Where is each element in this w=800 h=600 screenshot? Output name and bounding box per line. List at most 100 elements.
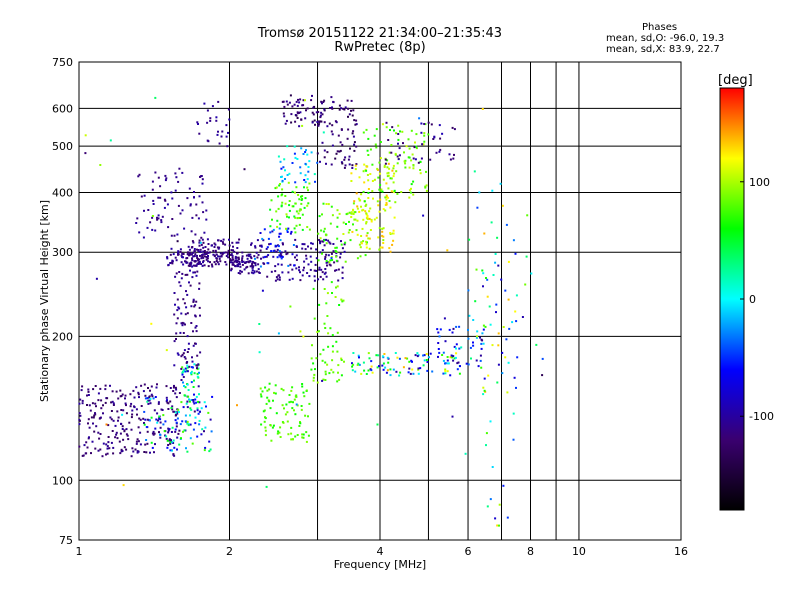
echo-point: [155, 386, 158, 389]
echo-point: [196, 435, 199, 438]
echo-point: [386, 159, 389, 162]
echo-point: [320, 229, 323, 232]
echo-point: [123, 446, 126, 449]
echo-point: [336, 237, 339, 240]
echo-point: [193, 402, 196, 405]
echo-point: [170, 407, 173, 409]
echo-point: [291, 386, 294, 389]
echo-point: [301, 228, 304, 231]
echo-point: [357, 362, 360, 365]
echo-point: [192, 400, 195, 403]
echo-point: [78, 412, 81, 415]
echo-point: [294, 216, 297, 219]
echo-point: [324, 256, 327, 258]
echo-point: [373, 134, 376, 137]
echo-point: [365, 221, 368, 223]
echo-point: [357, 197, 360, 200]
echo-point: [386, 172, 389, 175]
echo-point: [78, 445, 81, 448]
echo-point: [120, 395, 123, 397]
echo-point: [358, 363, 361, 366]
echo-point: [366, 218, 369, 221]
echo-point: [310, 242, 313, 245]
echo-point: [195, 274, 198, 277]
echo-point: [151, 216, 154, 219]
echo-point: [124, 402, 127, 405]
echo-point: [214, 243, 217, 246]
echo-point: [317, 330, 320, 333]
echo-point: [194, 315, 197, 318]
echo-point: [335, 286, 337, 289]
echo-point: [158, 415, 161, 418]
echo-point: [296, 158, 299, 160]
echo-point: [278, 431, 281, 434]
echo-point: [429, 352, 432, 355]
echo-point: [298, 198, 301, 201]
echo-point: [99, 433, 102, 435]
echo-point: [420, 131, 423, 134]
echo-point: [240, 270, 243, 273]
echo-point: [419, 160, 422, 163]
echo-point: [305, 257, 308, 260]
echo-point: [186, 293, 189, 296]
echo-cluster: [484, 182, 529, 527]
echo-point: [298, 223, 301, 226]
echo-point: [340, 374, 343, 377]
echo-point: [305, 109, 307, 112]
echo-point: [325, 162, 327, 165]
echo-point: [191, 356, 193, 359]
echo-point: [99, 387, 102, 390]
echo-point: [170, 261, 173, 264]
echo-point: [291, 277, 294, 280]
echo-point: [410, 359, 413, 362]
echo-point: [186, 406, 189, 409]
echo-point: [146, 442, 149, 445]
echo-point: [99, 448, 102, 451]
echo-point: [392, 368, 395, 371]
echo-point: [329, 107, 332, 109]
echo-point: [100, 399, 103, 402]
echo-point: [367, 191, 370, 194]
echo-point: [196, 375, 199, 378]
echo-point: [314, 180, 316, 183]
echo-point: [299, 271, 301, 274]
echo-point: [207, 265, 210, 268]
echo-point: [507, 361, 510, 364]
echo-point: [147, 387, 149, 389]
echo-point: [397, 142, 399, 145]
echo-point: [254, 245, 257, 248]
echo-point: [486, 278, 489, 281]
echo-point: [243, 268, 246, 271]
echo-point: [178, 429, 181, 432]
echo-point: [261, 289, 264, 292]
echo-point: [334, 250, 337, 252]
echo-point: [186, 257, 189, 259]
echo-point: [87, 422, 89, 425]
echo-point: [165, 177, 168, 180]
echo-point: [206, 251, 209, 254]
echo-point: [189, 407, 192, 410]
echo-point: [255, 270, 258, 273]
echo-point: [110, 401, 113, 404]
echo-point: [438, 124, 441, 127]
echo-point: [352, 109, 355, 112]
echo-point: [190, 230, 193, 233]
echo-point: [349, 239, 352, 242]
echo-point: [177, 253, 180, 256]
echo-point: [314, 368, 316, 371]
echo-point: [198, 287, 201, 290]
echo-point: [427, 121, 430, 124]
echo-point: [237, 263, 240, 265]
echo-point: [338, 150, 341, 153]
echo-point: [202, 250, 205, 253]
echo-point: [321, 141, 324, 144]
echo-point: [182, 376, 185, 378]
echo-point: [107, 436, 110, 438]
echo-point: [423, 123, 426, 125]
echo-point: [414, 158, 417, 161]
echo-cluster: [259, 227, 296, 268]
echo-point: [315, 257, 318, 260]
echo-point: [209, 418, 212, 421]
echo-point: [161, 215, 164, 218]
echo-point: [419, 172, 422, 175]
